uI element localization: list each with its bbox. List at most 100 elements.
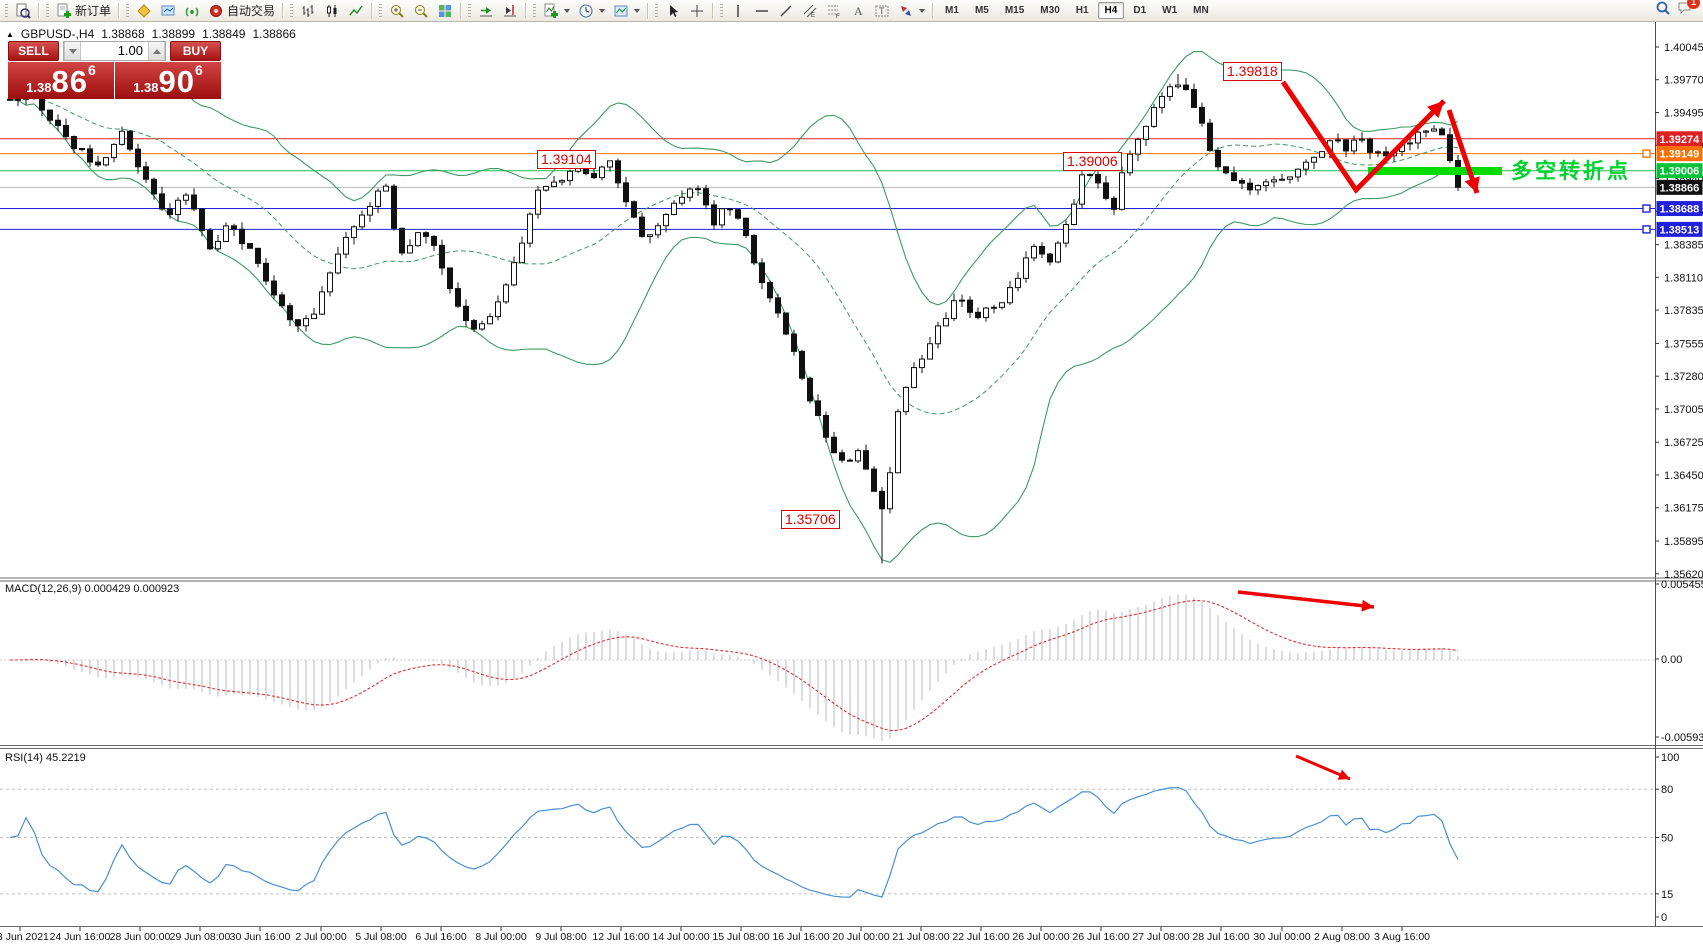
candlestick-chart-icon — [324, 3, 340, 19]
rsi-scale-label: 80 — [1661, 784, 1673, 796]
crosshair-icon — [689, 3, 705, 19]
text-label-button[interactable]: T — [870, 0, 894, 22]
toolbar-grip — [468, 3, 472, 18]
crosshair-button[interactable] — [685, 0, 709, 22]
price-axis: 1.400451.397701.394951.392201.389401.386… — [1642, 42, 1703, 581]
chevron-down-icon[interactable] — [634, 8, 641, 13]
price-annotation-label[interactable]: 1.35706 — [781, 510, 840, 529]
price-badge — [1656, 179, 1703, 195]
chat-button[interactable]: 1 — [1677, 0, 1700, 21]
zoom-out-button[interactable] — [409, 0, 433, 22]
market-watch-button[interactable] — [156, 0, 180, 22]
hline-drag-handle[interactable] — [1642, 149, 1651, 158]
timeframe-mn-button[interactable]: MN — [1193, 5, 1209, 16]
tile-windows-button[interactable] — [433, 0, 457, 22]
macd-title: MACD(12,26,9) 0.000429 0.000923 — [5, 583, 179, 595]
sell-button[interactable]: SELL — [8, 41, 59, 61]
buy-price-big: 90 — [158, 64, 195, 99]
rsi-scale-label: 100 — [1661, 752, 1679, 764]
indicators-button[interactable] — [539, 0, 574, 22]
search-button[interactable] — [1655, 0, 1671, 21]
timeframe-m5-button[interactable]: M5 — [974, 5, 989, 16]
timeframe-w1-button[interactable]: W1 — [1162, 5, 1178, 16]
cursor-icon — [665, 3, 681, 19]
buy-price-display[interactable]: 1.38 90 6 — [115, 62, 221, 99]
timeframe-m15-button[interactable]: M15 — [1004, 5, 1025, 16]
candlestick-chart-button[interactable] — [320, 0, 344, 22]
price-tick-label: 1.37835 — [1664, 305, 1703, 317]
profiles-icon — [136, 3, 152, 19]
chevron-down-icon[interactable] — [919, 8, 926, 13]
vertical-line-button[interactable] — [726, 0, 750, 22]
chart-shift-button[interactable] — [498, 0, 522, 22]
vertical-line-icon — [730, 3, 746, 19]
rsi-panel — [0, 754, 1655, 898]
sell-price-display[interactable]: 1.38 86 6 — [8, 62, 115, 99]
buy-price-pip: 6 — [195, 62, 203, 78]
line-chart-button[interactable] — [344, 0, 368, 22]
arrows-icon — [898, 3, 914, 19]
toolbar-separator — [525, 2, 528, 19]
arrows-button[interactable] — [894, 0, 929, 22]
macd-red-arrow[interactable] — [1237, 590, 1375, 609]
timeframe-m1-button[interactable]: M1 — [945, 5, 959, 16]
new-order-button[interactable]: 新订单 — [52, 0, 115, 22]
timeframe-h1-button[interactable]: H1 — [1075, 5, 1089, 16]
price-annotation-label[interactable]: 1.39104 — [537, 150, 596, 169]
templates-button[interactable] — [609, 0, 644, 22]
periods-button[interactable] — [574, 0, 609, 22]
price-tick-label: 1.38385 — [1664, 240, 1703, 252]
timeframe-d1-button[interactable]: D1 — [1133, 5, 1147, 16]
text-button[interactable]: A — [846, 0, 870, 22]
horizontal-line-button[interactable] — [750, 0, 774, 22]
macd-signal-line — [10, 600, 1459, 732]
chart-window: 1.400451.397701.394951.392201.389401.386… — [0, 22, 1703, 944]
buy-button[interactable]: BUY — [170, 41, 221, 61]
toolbar-separator — [282, 2, 285, 19]
trendline-button[interactable] — [774, 0, 798, 22]
hline-drag-handle[interactable] — [1642, 204, 1651, 213]
cursor-button[interactable] — [661, 0, 685, 22]
time-tick-label: 5 Jul 08:00 — [355, 931, 407, 943]
fibonacci-button[interactable]: F — [822, 0, 846, 22]
chart-canvas[interactable]: 1.400451.397701.394951.392201.389401.386… — [0, 22, 1703, 944]
autotrading-button[interactable]: 自动交易 — [204, 0, 279, 22]
volume-field[interactable]: 1.00 — [117, 43, 143, 58]
signal-button[interactable] — [180, 0, 204, 22]
hline-drag-handle[interactable] — [1642, 225, 1651, 234]
toolbar-separator — [460, 2, 463, 19]
price-tick-label: 1.39495 — [1664, 107, 1703, 119]
volume-increase-button[interactable] — [148, 42, 165, 60]
fibonacci-icon: F — [826, 3, 842, 19]
timeframe-m30-button[interactable]: M30 — [1040, 5, 1060, 16]
macd-panel — [0, 590, 1655, 741]
auto-scroll-button[interactable] — [474, 0, 498, 22]
collapse-triangle-icon[interactable]: ▲ — [6, 29, 14, 39]
time-tick-label: 30 Jun 16:00 — [230, 931, 291, 943]
timeframe-h4-button[interactable]: H4 — [1097, 2, 1125, 19]
chevron-down-icon[interactable] — [599, 8, 606, 13]
turning-point-note[interactable]: 多空转折点 — [1511, 160, 1631, 183]
bar-chart-button[interactable] — [296, 0, 320, 22]
equidistant-channel-button[interactable]: E — [798, 0, 822, 22]
red-zigzag-trendline[interactable] — [1280, 80, 1446, 194]
line-chart-icon — [348, 3, 364, 19]
price-annotation-label[interactable]: 1.39818 — [1223, 62, 1282, 81]
candles-layer — [7, 74, 1461, 564]
price-badge — [1656, 163, 1703, 179]
price-annotation-label[interactable]: 1.39006 — [1063, 152, 1122, 171]
equidistant-channel-icon: E — [802, 3, 818, 19]
toolbar-grip — [126, 3, 130, 18]
time-tick-label: 14 Jul 00:00 — [652, 931, 709, 943]
print-preview-button[interactable] — [11, 0, 35, 22]
rsi-scale-label: 15 — [1661, 889, 1673, 901]
volume-decrease-button[interactable] — [64, 42, 81, 60]
zoom-in-button[interactable] — [385, 0, 409, 22]
profiles-button[interactable] — [132, 0, 156, 22]
chart-drawings-layer[interactable] — [1280, 80, 1502, 194]
price-badge — [1656, 201, 1703, 217]
price-tick-label: 1.40045 — [1664, 42, 1703, 54]
green-trend-bar[interactable] — [1368, 167, 1502, 175]
chevron-down-icon[interactable] — [564, 8, 571, 13]
bollinger-bands-layer — [9, 50, 1459, 563]
